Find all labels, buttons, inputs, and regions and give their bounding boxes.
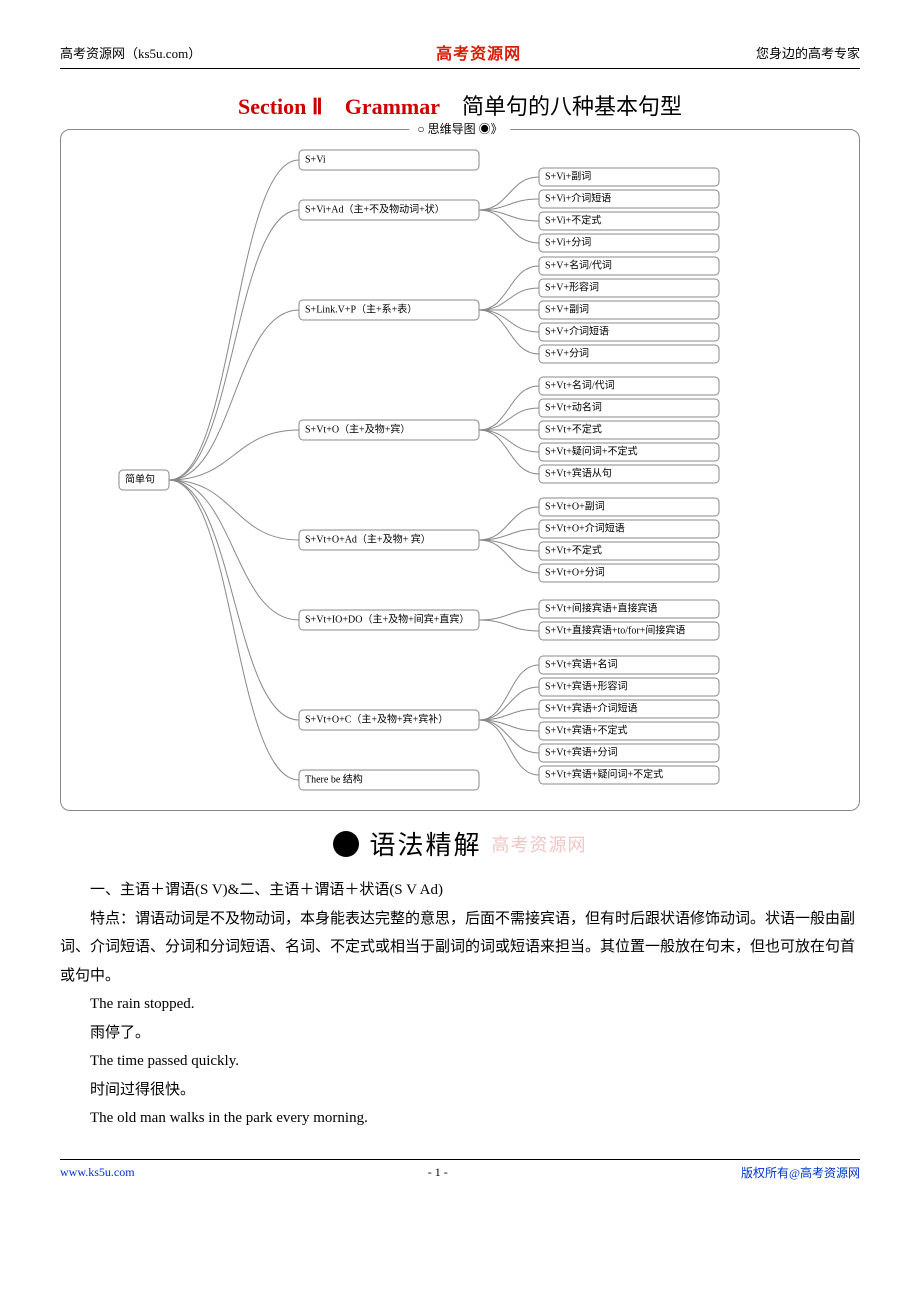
svg-text:S+V+名词/代词: S+V+名词/代词 (545, 258, 612, 271)
svg-text:S+Vt+名词/代词: S+Vt+名词/代词 (545, 378, 615, 391)
body-paragraph: 雨停了。 (60, 1019, 860, 1048)
svg-text:S+Vt+O+C（主+及物+宾+宾补）: S+Vt+O+C（主+及物+宾+宾补） (305, 712, 448, 725)
svg-text:S+Vi: S+Vi (305, 154, 326, 165)
grammar-heading: 语法精解 高考资源网 (60, 825, 860, 862)
body-paragraph: The time passed quickly. (60, 1047, 860, 1076)
svg-text:S+Vt+O+介词短语: S+Vt+O+介词短语 (545, 521, 625, 534)
svg-text:S+Vt+IO+DO（主+及物+间宾+直宾）: S+Vt+IO+DO（主+及物+间宾+直宾） (305, 612, 469, 625)
body-paragraph: 时间过得很快。 (60, 1076, 860, 1105)
svg-text:S+Vt+动名词: S+Vt+动名词 (545, 400, 602, 413)
svg-text:S+Vt+宾语+形容词: S+Vt+宾语+形容词 (545, 679, 627, 692)
svg-text:S+Vt+宾语从句: S+Vt+宾语从句 (545, 466, 612, 479)
svg-text:S+Vi+分词: S+Vi+分词 (545, 236, 591, 248)
svg-text:S+Vt+疑问词+不定式: S+Vt+疑问词+不定式 (545, 444, 637, 457)
heading-text: 语法精解 (369, 825, 481, 862)
mindmap-container: ○ 思维导图 ◉》 简单句S+ViS+Vi+Ad（主+不及物动词+状）S+Vi+… (60, 129, 860, 811)
svg-text:S+Vt+O（主+及物+宾）: S+Vt+O（主+及物+宾） (305, 422, 410, 435)
body-text: 一、主语＋谓语(S V)&二、主语＋谓语＋状语(S V Ad)特点：谓语动词是不… (60, 876, 860, 1133)
svg-text:S+Vt+间接宾语+直接宾语: S+Vt+间接宾语+直接宾语 (545, 601, 657, 614)
body-paragraph: The rain stopped. (60, 990, 860, 1019)
svg-text:S+Vt+直接宾语+to/for+间接宾语: S+Vt+直接宾语+to/for+间接宾语 (545, 623, 685, 636)
footer-right: 版权所有@高考资源网 (741, 1164, 860, 1181)
page-header: 高考资源网（ks5u.com） 高考资源网 您身边的高考专家 (60, 40, 860, 69)
svg-text:S+Vi+副词: S+Vi+副词 (545, 170, 591, 182)
svg-text:S+Vt+宾语+介词短语: S+Vt+宾语+介词短语 (545, 701, 637, 714)
svg-text:S+V+副词: S+V+副词 (545, 303, 589, 315)
svg-text:S+Vi+Ad（主+不及物动词+状）: S+Vi+Ad（主+不及物动词+状） (305, 202, 445, 215)
svg-text:S+Vt+O+副词: S+Vt+O+副词 (545, 500, 605, 512)
footer-left: www.ks5u.com (60, 1165, 135, 1180)
section-title-suffix: 简单句的八种基本句型 (440, 94, 682, 119)
body-paragraph: 特点：谓语动词是不及物动词，本身能表达完整的意思，后面不需接宾语，但有时后跟状语… (60, 905, 860, 991)
watermark-text: 高考资源网 (492, 831, 587, 857)
section-title: Section Ⅱ Grammar 简单句的八种基本句型 (60, 89, 860, 121)
header-right: 您身边的高考专家 (756, 43, 860, 62)
header-center: 高考资源网 (436, 40, 521, 64)
svg-text:S+V+分词: S+V+分词 (545, 347, 589, 359)
svg-text:S+Vt+宾语+不定式: S+Vt+宾语+不定式 (545, 723, 627, 736)
svg-text:S+V+介词短语: S+V+介词短语 (545, 324, 609, 337)
body-paragraph: 一、主语＋谓语(S V)&二、主语＋谓语＋状语(S V Ad) (60, 876, 860, 905)
svg-text:S+Vt+O+Ad（主+及物+ 宾）: S+Vt+O+Ad（主+及物+ 宾） (305, 532, 431, 545)
svg-text:S+V+形容词: S+V+形容词 (545, 280, 599, 293)
svg-text:S+Vt+不定式: S+Vt+不定式 (545, 422, 602, 435)
svg-text:S+Vt+宾语+分词: S+Vt+宾语+分词 (545, 745, 617, 758)
header-left: 高考资源网（ks5u.com） (60, 43, 201, 62)
svg-text:S+Vi+不定式: S+Vi+不定式 (545, 213, 601, 226)
svg-text:S+Vt+不定式: S+Vt+不定式 (545, 543, 602, 556)
svg-text:S+Vt+宾语+名词: S+Vt+宾语+名词 (545, 657, 617, 670)
body-paragraph: The old man walks in the park every morn… (60, 1104, 860, 1133)
svg-text:S+Vt+宾语+疑问词+不定式: S+Vt+宾语+疑问词+不定式 (545, 767, 663, 780)
heading-dot-icon (333, 831, 359, 857)
svg-text:简单句: 简单句 (125, 472, 155, 485)
svg-text:S+Vi+介词短语: S+Vi+介词短语 (545, 191, 611, 204)
svg-text:S+Vt+O+分词: S+Vt+O+分词 (545, 566, 605, 578)
svg-text:There be 结构: There be 结构 (305, 772, 363, 785)
mindmap-title: ○ 思维导图 ◉》 (409, 120, 510, 137)
section-title-prefix: Section Ⅱ Grammar (238, 94, 440, 119)
footer-center: - 1 - (428, 1165, 448, 1180)
svg-text:S+Link.V+P（主+系+表）: S+Link.V+P（主+系+表） (305, 302, 417, 315)
mindmap-svg: 简单句 S+Vi S+Vi+Ad（主+不及物动词+状） S+Vi+副词 S+Vi+介词短… (69, 140, 839, 800)
page-footer: www.ks5u.com - 1 - 版权所有@高考资源网 (60, 1159, 860, 1181)
